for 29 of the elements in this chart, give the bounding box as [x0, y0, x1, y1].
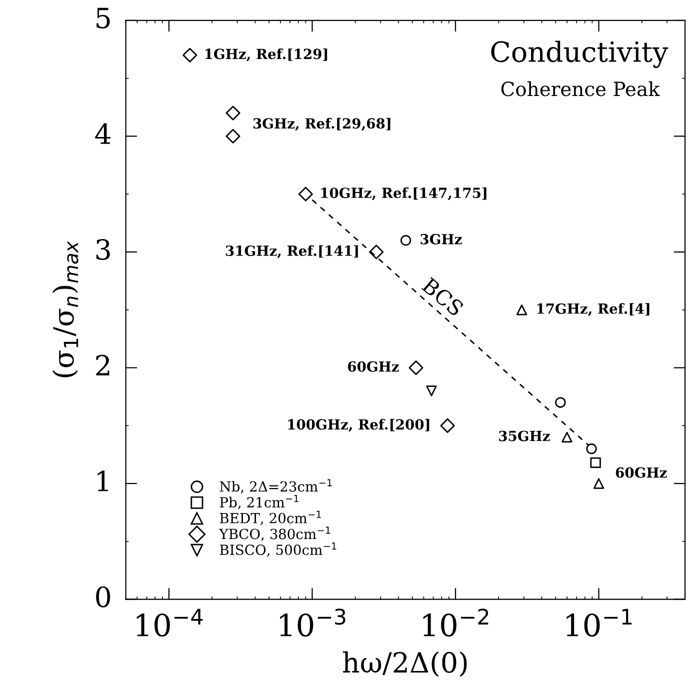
- x-tick-label: 10$^{−4}$: [136, 608, 203, 637]
- y-tick-label: 5: [96, 8, 110, 28]
- y-axis-title: (σ$_{1}$/σ$_{n}$)$_{max}$: [52, 240, 78, 378]
- y-tick-label: 0: [96, 586, 110, 608]
- y-tick-label: 3: [96, 239, 110, 260]
- legend-label: BISCO, 500cm$^{−1}$: [220, 542, 336, 557]
- annotation: 3GHz, Ref.[29,68]: [253, 118, 390, 131]
- x-axis-title: hω/2Δ(0): [342, 651, 467, 677]
- y-tick-label: 1: [98, 470, 108, 492]
- text: Conductivity: [491, 40, 668, 68]
- annotation: 60GHz: [616, 467, 667, 478]
- legend-label: BEDT, 20cm$^{−1}$: [220, 510, 321, 526]
- legend-label: Pb, 21cm$^{−1}$: [220, 494, 298, 510]
- legend-label: Nb, 2Δ=23cm$^{−1}$: [220, 479, 332, 494]
- x-tick-label: 10$^{−2}$: [423, 608, 488, 637]
- legend-label: YBCO, 380cm$^{−1}$: [219, 526, 330, 541]
- annotation: 10GHz, Ref.[147,175]: [321, 187, 486, 200]
- y-tick-label: 2: [96, 354, 110, 376]
- annotation: 35GHz: [499, 430, 550, 442]
- y-tick-label: 4: [95, 123, 111, 144]
- annotation: 17GHz, Ref.[4]: [537, 303, 650, 316]
- x-tick-label: 10$^{−1}$: [566, 608, 632, 637]
- annotation: 100GHz, Ref.[200]: [288, 418, 430, 432]
- annotation: 3GHz: [420, 234, 462, 244]
- text: Coherence Peak: [501, 81, 660, 96]
- annotation: 60GHz: [348, 361, 399, 372]
- annotation: 1GHz, Ref.[129]: [205, 48, 328, 62]
- x-tick-label: 10$^{−3}$: [280, 608, 346, 637]
- annotation: 31GHz, Ref.[141]: [226, 245, 358, 258]
